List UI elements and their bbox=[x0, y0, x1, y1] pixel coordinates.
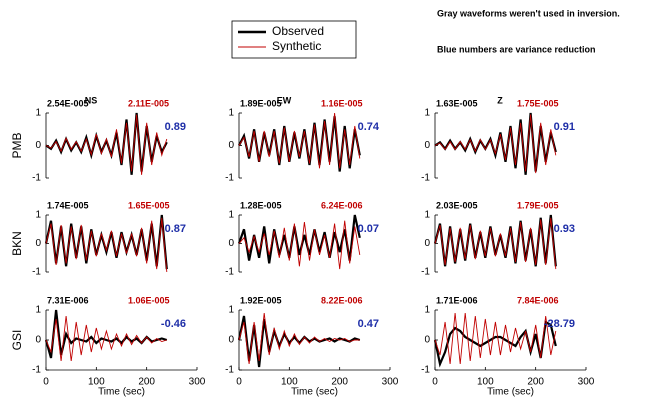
synthetic-amplitude: 7.84E-006 bbox=[517, 295, 559, 305]
x-tick-label: 300 bbox=[189, 377, 206, 388]
x-axis-label: Time (sec) bbox=[487, 387, 534, 398]
y-tick-label: 1 bbox=[228, 210, 234, 221]
synthetic-amplitude: 1.16E-005 bbox=[321, 98, 363, 108]
variance-reduction: 0.89 bbox=[165, 121, 186, 133]
y-tick-label: -1 bbox=[421, 365, 430, 376]
variance-reduction: 0.74 bbox=[358, 121, 380, 133]
note: Blue numbers are variance reduction bbox=[437, 44, 596, 54]
legend-label: Synthetic bbox=[272, 39, 321, 53]
synthetic-amplitude: 2.11E-005 bbox=[128, 98, 169, 108]
synthetic-amplitude: 1.79E-005 bbox=[517, 200, 559, 210]
column-label: Z bbox=[497, 95, 503, 105]
waveform bbox=[434, 312, 557, 365]
waveform bbox=[45, 315, 167, 362]
observed-amplitude: 2.03E-005 bbox=[436, 200, 478, 210]
variance-reduction: -0.46 bbox=[161, 318, 186, 330]
legend-label: Observed bbox=[272, 24, 324, 38]
y-tick-label: 0 bbox=[35, 335, 41, 346]
legend-box bbox=[231, 20, 357, 59]
waveform bbox=[433, 320, 557, 368]
waveform bbox=[238, 312, 360, 365]
y-tick-label: 0 bbox=[35, 238, 41, 249]
y-tick-label: -1 bbox=[32, 173, 41, 184]
y-tick-label: -1 bbox=[32, 365, 41, 376]
waveform bbox=[45, 217, 168, 273]
waveform bbox=[237, 315, 361, 368]
variance-reduction: 0.07 bbox=[358, 223, 379, 235]
x-axis-label: Time (sec) bbox=[291, 387, 338, 398]
x-tick-label: 100 bbox=[88, 377, 105, 388]
x-tick-label: 0 bbox=[432, 377, 438, 388]
y-tick-label: 0 bbox=[424, 335, 430, 346]
y-tick-label: 0 bbox=[228, 140, 234, 151]
x-tick-label: 200 bbox=[527, 377, 544, 388]
observed-amplitude: 1.28E-005 bbox=[240, 200, 282, 210]
waveform bbox=[434, 114, 557, 174]
x-tick-label: 300 bbox=[382, 377, 399, 388]
x-tick-label: 0 bbox=[43, 377, 49, 388]
observed-amplitude: 1.89E-005 bbox=[240, 98, 282, 108]
x-axis-label: Time (sec) bbox=[98, 387, 145, 398]
y-tick-label: 1 bbox=[35, 210, 41, 221]
y-tick-label: -1 bbox=[421, 173, 430, 184]
observed-amplitude: 1.74E-005 bbox=[47, 200, 89, 210]
note: Gray waveforms weren't used in inversion… bbox=[437, 8, 620, 18]
y-tick-label: 1 bbox=[228, 305, 234, 316]
x-tick-label: 0 bbox=[236, 377, 242, 388]
variance-reduction: -28.79 bbox=[544, 318, 575, 330]
column-label: EW bbox=[277, 95, 292, 105]
row-label: GSI bbox=[10, 330, 24, 351]
waveform bbox=[238, 112, 361, 169]
waveform bbox=[434, 217, 557, 270]
observed-amplitude: 1.92E-005 bbox=[240, 295, 282, 305]
variance-reduction: 0.91 bbox=[554, 121, 575, 133]
waveform bbox=[45, 114, 168, 175]
synthetic-amplitude: 6.24E-006 bbox=[321, 200, 363, 210]
x-tick-label: 100 bbox=[477, 377, 494, 388]
y-tick-label: -1 bbox=[421, 267, 430, 278]
y-tick-label: 0 bbox=[35, 140, 41, 151]
y-tick-label: -1 bbox=[225, 365, 234, 376]
y-tick-label: 1 bbox=[35, 108, 41, 119]
row-label: PMB bbox=[10, 132, 24, 158]
y-tick-label: 0 bbox=[228, 335, 234, 346]
x-tick-label: 200 bbox=[138, 377, 155, 388]
waveform bbox=[237, 214, 361, 264]
observed-amplitude: 2.54E-005 bbox=[47, 98, 89, 108]
synthetic-amplitude: 8.22E-006 bbox=[321, 295, 363, 305]
x-tick-label: 200 bbox=[331, 377, 348, 388]
y-tick-label: -1 bbox=[32, 267, 41, 278]
y-tick-label: 0 bbox=[424, 238, 430, 249]
y-tick-label: 1 bbox=[35, 305, 41, 316]
y-tick-label: -1 bbox=[225, 173, 234, 184]
y-tick-label: 0 bbox=[228, 238, 234, 249]
y-tick-label: 0 bbox=[424, 140, 430, 151]
y-tick-label: 1 bbox=[424, 108, 430, 119]
column-label: NS bbox=[85, 95, 98, 105]
y-tick-label: 1 bbox=[228, 108, 234, 119]
waveform bbox=[238, 220, 361, 270]
observed-amplitude: 1.71E-006 bbox=[436, 295, 478, 305]
x-tick-label: 100 bbox=[281, 377, 298, 388]
x-tick-label: 300 bbox=[578, 377, 595, 388]
synthetic-amplitude: 1.65E-005 bbox=[128, 200, 170, 210]
y-tick-label: 1 bbox=[424, 305, 430, 316]
y-tick-label: -1 bbox=[225, 267, 234, 278]
synthetic-amplitude: 1.75E-005 bbox=[517, 98, 559, 108]
y-tick-label: 1 bbox=[424, 210, 430, 221]
observed-amplitude: 7.31E-006 bbox=[47, 295, 89, 305]
observed-amplitude: 1.63E-005 bbox=[436, 98, 478, 108]
variance-reduction: 0.47 bbox=[358, 318, 379, 330]
variance-reduction: 0.93 bbox=[554, 223, 575, 235]
row-label: BKN bbox=[10, 231, 24, 256]
variance-reduction: 0.87 bbox=[165, 223, 186, 235]
synthetic-amplitude: 1.06E-005 bbox=[128, 295, 170, 305]
